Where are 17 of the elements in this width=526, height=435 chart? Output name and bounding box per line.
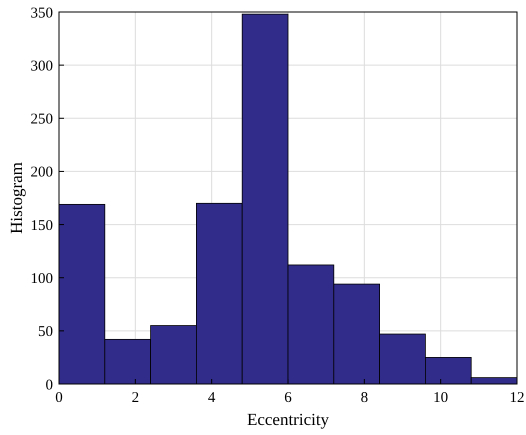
x-axis-title: Eccentricity — [246, 410, 330, 429]
y-tick-label: 100 — [30, 270, 53, 287]
x-tick-label: 6 — [284, 390, 292, 406]
x-tick-label: 10 — [433, 390, 448, 406]
x-tick-label: 12 — [510, 390, 524, 406]
y-tick-label: 0 — [46, 377, 53, 394]
x-tick-label: 8 — [360, 390, 368, 406]
y-tick-label: 200 — [30, 164, 53, 181]
x-tick-label: 2 — [132, 390, 140, 406]
x-tick-label: 4 — [208, 390, 216, 406]
y-tick-label: 300 — [30, 58, 53, 74]
y-tick-label: 50 — [38, 324, 53, 340]
x-tick-label: 0 — [55, 390, 63, 406]
y-axis-title: Histogram — [7, 162, 26, 234]
y-tick-label: 350 — [30, 5, 53, 22]
y-tick-label: 150 — [30, 218, 53, 234]
y-tick-label: 250 — [30, 112, 53, 128]
